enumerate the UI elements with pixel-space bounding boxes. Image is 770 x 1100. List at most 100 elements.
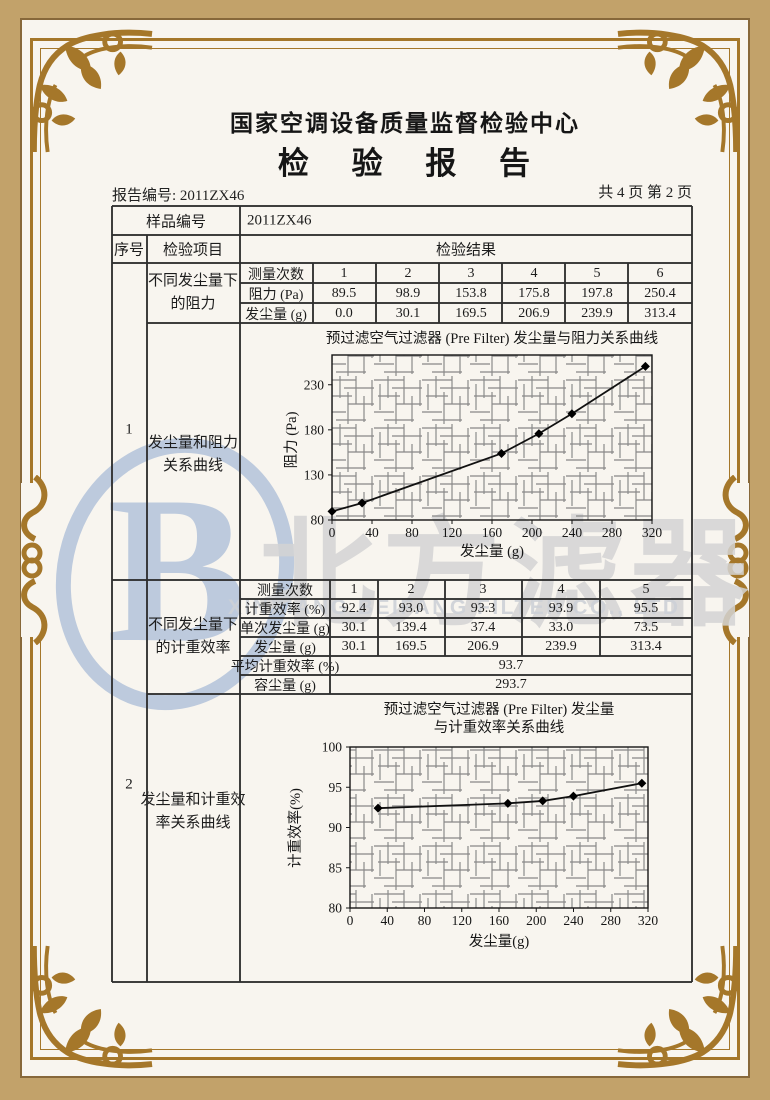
chart-title: 预过滤空气过滤器 (Pre Filter) 发尘量与阻力关系曲线 xyxy=(326,330,658,347)
col-header-seq: 序号 xyxy=(113,242,145,259)
table-cell: 33.0 xyxy=(548,620,574,635)
row-label: 阻力 (Pa) xyxy=(248,288,304,303)
data-point-marker xyxy=(640,361,650,371)
table-cell: 2 xyxy=(407,582,415,597)
y-axis-label: 阻力 (Pa) xyxy=(283,411,300,468)
data-point-marker xyxy=(538,796,548,806)
efficiency-vs-dust-chart: 0 40 80 120 160 200 240 280 320 80 85 90 95 100 预过滤空气过… xyxy=(287,701,659,950)
y-tick-label: 85 xyxy=(329,860,343,875)
x-tick-label: 320 xyxy=(642,525,663,540)
table-cell: 6 xyxy=(656,266,664,281)
center-name-title: 国家空调设备质量监督检验中心 xyxy=(230,110,580,136)
table-cell: 3 xyxy=(479,582,487,597)
table-cell: 169.5 xyxy=(455,306,487,321)
row2-curve-label: 发尘量和计重效 率关系曲线 xyxy=(140,792,246,831)
corner-ornament-bottom-right-icon xyxy=(617,945,740,1069)
table-cell: 95.5 xyxy=(633,601,659,616)
table-grid-line xyxy=(312,263,314,323)
table-cell: 30.1 xyxy=(395,306,421,321)
table-cell: 239.9 xyxy=(545,639,577,654)
x-tick-label: 280 xyxy=(602,525,623,540)
table-cell: 313.4 xyxy=(630,639,662,654)
table-grid-line xyxy=(444,580,446,656)
x-tick-label: 120 xyxy=(452,913,473,928)
row2-item-label: 不同发尘量下 的计重效率 xyxy=(147,617,239,656)
table-grid-line xyxy=(112,262,692,264)
table-grid-line xyxy=(564,263,566,323)
table-cell: 1 xyxy=(350,582,358,597)
sample-no-value: 2011ZX46 xyxy=(247,212,312,229)
corner-ornament-top-right-icon xyxy=(617,29,740,153)
row-label: 容尘量 (g) xyxy=(254,679,316,694)
plot-area xyxy=(331,354,653,521)
table-grid-line xyxy=(112,234,692,236)
table-cell: 92.4 xyxy=(341,601,367,616)
col-header-item: 检验项目 xyxy=(162,242,224,259)
table-cell: 239.9 xyxy=(581,306,613,321)
table-grid-line xyxy=(501,263,503,323)
chart-title: 预过滤空气过滤器 (Pre Filter) 发尘量 xyxy=(384,701,615,718)
x-tick-label: 280 xyxy=(601,913,622,928)
table-grid-line xyxy=(239,206,241,982)
x-tick-label: 0 xyxy=(329,525,336,540)
table-grid-line xyxy=(112,205,692,207)
table-cell: 37.4 xyxy=(470,620,496,635)
data-point-marker xyxy=(503,798,513,808)
table-cell: 250.4 xyxy=(644,286,676,301)
table-cell: 153.8 xyxy=(455,286,487,301)
table-grid-line xyxy=(377,580,379,656)
row1-item-label: 不同发尘量下 的阻力 xyxy=(147,273,239,312)
table-cell: 1 xyxy=(340,266,348,281)
row-label: 测量次数 xyxy=(257,584,313,599)
data-point-marker xyxy=(497,448,506,458)
y-tick-label: 100 xyxy=(322,740,343,755)
y-tick-label: 90 xyxy=(329,820,343,835)
table-cell: 206.9 xyxy=(467,639,499,654)
x-axis-label: 发尘量 (g) xyxy=(460,543,524,560)
edge-scroll-ornament-right-icon xyxy=(721,475,749,645)
table-cell: 5 xyxy=(642,582,650,597)
table-grid-line xyxy=(240,282,692,284)
table-cell: 98.9 xyxy=(395,286,421,301)
table-cell: 139.4 xyxy=(395,620,427,635)
x-tick-label: 240 xyxy=(562,525,583,540)
y-tick-label: 130 xyxy=(304,467,325,482)
table-cell: 30.1 xyxy=(341,620,367,635)
table-grid-line xyxy=(240,598,692,600)
resistance-vs-dust-chart: 0 40 80 120 160 200 240 280 320 80 130 180 230 预过滤空气过… xyxy=(283,330,663,560)
x-tick-label: 320 xyxy=(638,913,659,928)
table-grid-line xyxy=(438,263,440,323)
table-grid-line xyxy=(240,617,692,619)
corner-ornament-top-left-icon xyxy=(30,29,153,153)
x-tick-label: 240 xyxy=(563,913,584,928)
row2-seq: 2 xyxy=(125,776,133,793)
data-point-marker xyxy=(534,429,544,439)
data-point-marker xyxy=(567,409,577,419)
x-tick-label: 0 xyxy=(347,913,354,928)
sample-no-label: 样品编号 xyxy=(145,214,207,231)
row-label: 发尘量 (g) xyxy=(245,308,307,323)
row1-curve-label: 发尘量和阻力 关系曲线 xyxy=(147,435,239,474)
corner-ornament-bottom-left-icon xyxy=(30,945,153,1069)
row-label: 计重效率 (%) xyxy=(244,603,326,618)
data-point-marker xyxy=(637,778,647,788)
row-label: 测量次数 xyxy=(248,268,304,283)
table-grid-line xyxy=(627,263,629,323)
table-cell: 313.4 xyxy=(644,306,676,321)
table-cell: 3 xyxy=(467,266,475,281)
avg-efficiency-value: 93.7 xyxy=(498,658,524,673)
plot-area xyxy=(349,746,649,909)
table-grid-line xyxy=(240,302,692,304)
table-grid-line xyxy=(375,263,377,323)
table-grid-line xyxy=(240,636,692,638)
table-grid-line xyxy=(112,981,692,983)
x-tick-label: 40 xyxy=(381,913,395,928)
table-cell: 93.9 xyxy=(548,601,574,616)
table-grid-line xyxy=(146,235,148,982)
row-label: 发尘量 (g) xyxy=(254,641,316,656)
table-cell: 89.5 xyxy=(331,286,357,301)
edge-scroll-ornament-left-icon xyxy=(21,475,49,645)
table-grid-line xyxy=(112,579,692,581)
table-cell: 206.9 xyxy=(518,306,550,321)
